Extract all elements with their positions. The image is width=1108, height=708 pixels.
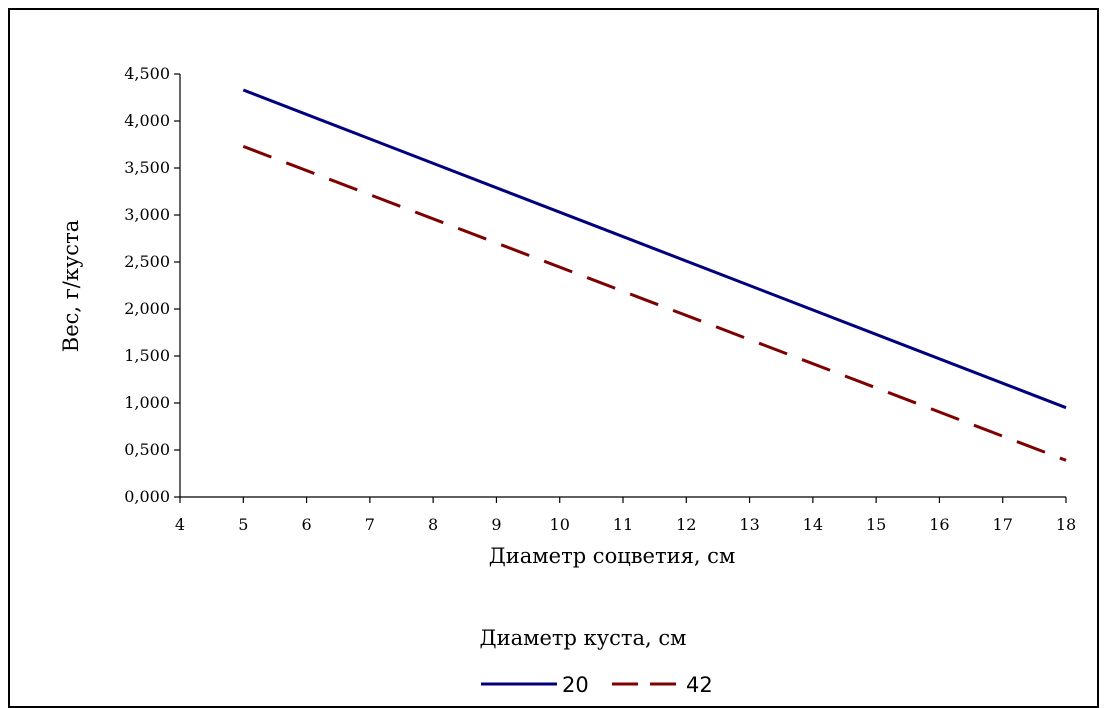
chart-frame bbox=[8, 8, 1099, 708]
y-tick-label: 4,000 bbox=[124, 111, 170, 130]
axes bbox=[179, 74, 1066, 498]
legend-title: Диаметр куста, см bbox=[480, 626, 687, 650]
series-line-42 bbox=[242, 144, 1067, 462]
x-tick-label: 6 bbox=[301, 515, 311, 534]
x-tick-label: 9 bbox=[491, 515, 501, 534]
x-tick-label: 7 bbox=[365, 515, 375, 534]
y-tick-label: 1,000 bbox=[124, 393, 170, 412]
x-tick-label: 13 bbox=[739, 515, 759, 534]
x-tick-label: 10 bbox=[550, 515, 570, 534]
y-ticks: 0,000 0,500 1,000 1,500 2,000 2,500 3,000 3,500… bbox=[124, 64, 180, 506]
x-axis-title: Диаметр соцветия, см bbox=[489, 544, 736, 568]
legend-label-42: 42 bbox=[686, 673, 713, 697]
x-ticks: 4 5 6 7 8 9 10 11 12 13 14 15 16 17 18 bbox=[175, 497, 1076, 534]
y-axis-title: Вес, г/куста bbox=[59, 220, 83, 352]
y-tick-label: 3,500 bbox=[124, 158, 170, 177]
y-tick-label: 1,500 bbox=[124, 346, 170, 365]
x-tick-label: 14 bbox=[803, 515, 823, 534]
x-tick-label: 8 bbox=[428, 515, 438, 534]
legend-label-20: 20 bbox=[562, 673, 589, 697]
legend: Диаметр куста, см 20 42 bbox=[480, 626, 713, 697]
series-line-20 bbox=[242, 88, 1067, 410]
y-tick-label: 4,500 bbox=[124, 64, 170, 83]
x-tick-label: 5 bbox=[238, 515, 248, 534]
x-tick-label: 18 bbox=[1056, 515, 1076, 534]
x-tick-label: 12 bbox=[676, 515, 696, 534]
series-lines bbox=[242, 88, 1067, 462]
x-tick-label: 4 bbox=[175, 515, 185, 534]
y-tick-label: 0,000 bbox=[124, 487, 170, 506]
x-tick-label: 17 bbox=[993, 515, 1013, 534]
x-tick-label: 11 bbox=[613, 515, 633, 534]
y-tick-label: 0,500 bbox=[124, 440, 170, 459]
y-tick-label: 2,500 bbox=[124, 252, 170, 271]
x-tick-label: 16 bbox=[929, 515, 949, 534]
y-tick-label: 3,000 bbox=[124, 205, 170, 224]
x-tick-label: 15 bbox=[866, 515, 886, 534]
y-tick-label: 2,000 bbox=[124, 299, 170, 318]
